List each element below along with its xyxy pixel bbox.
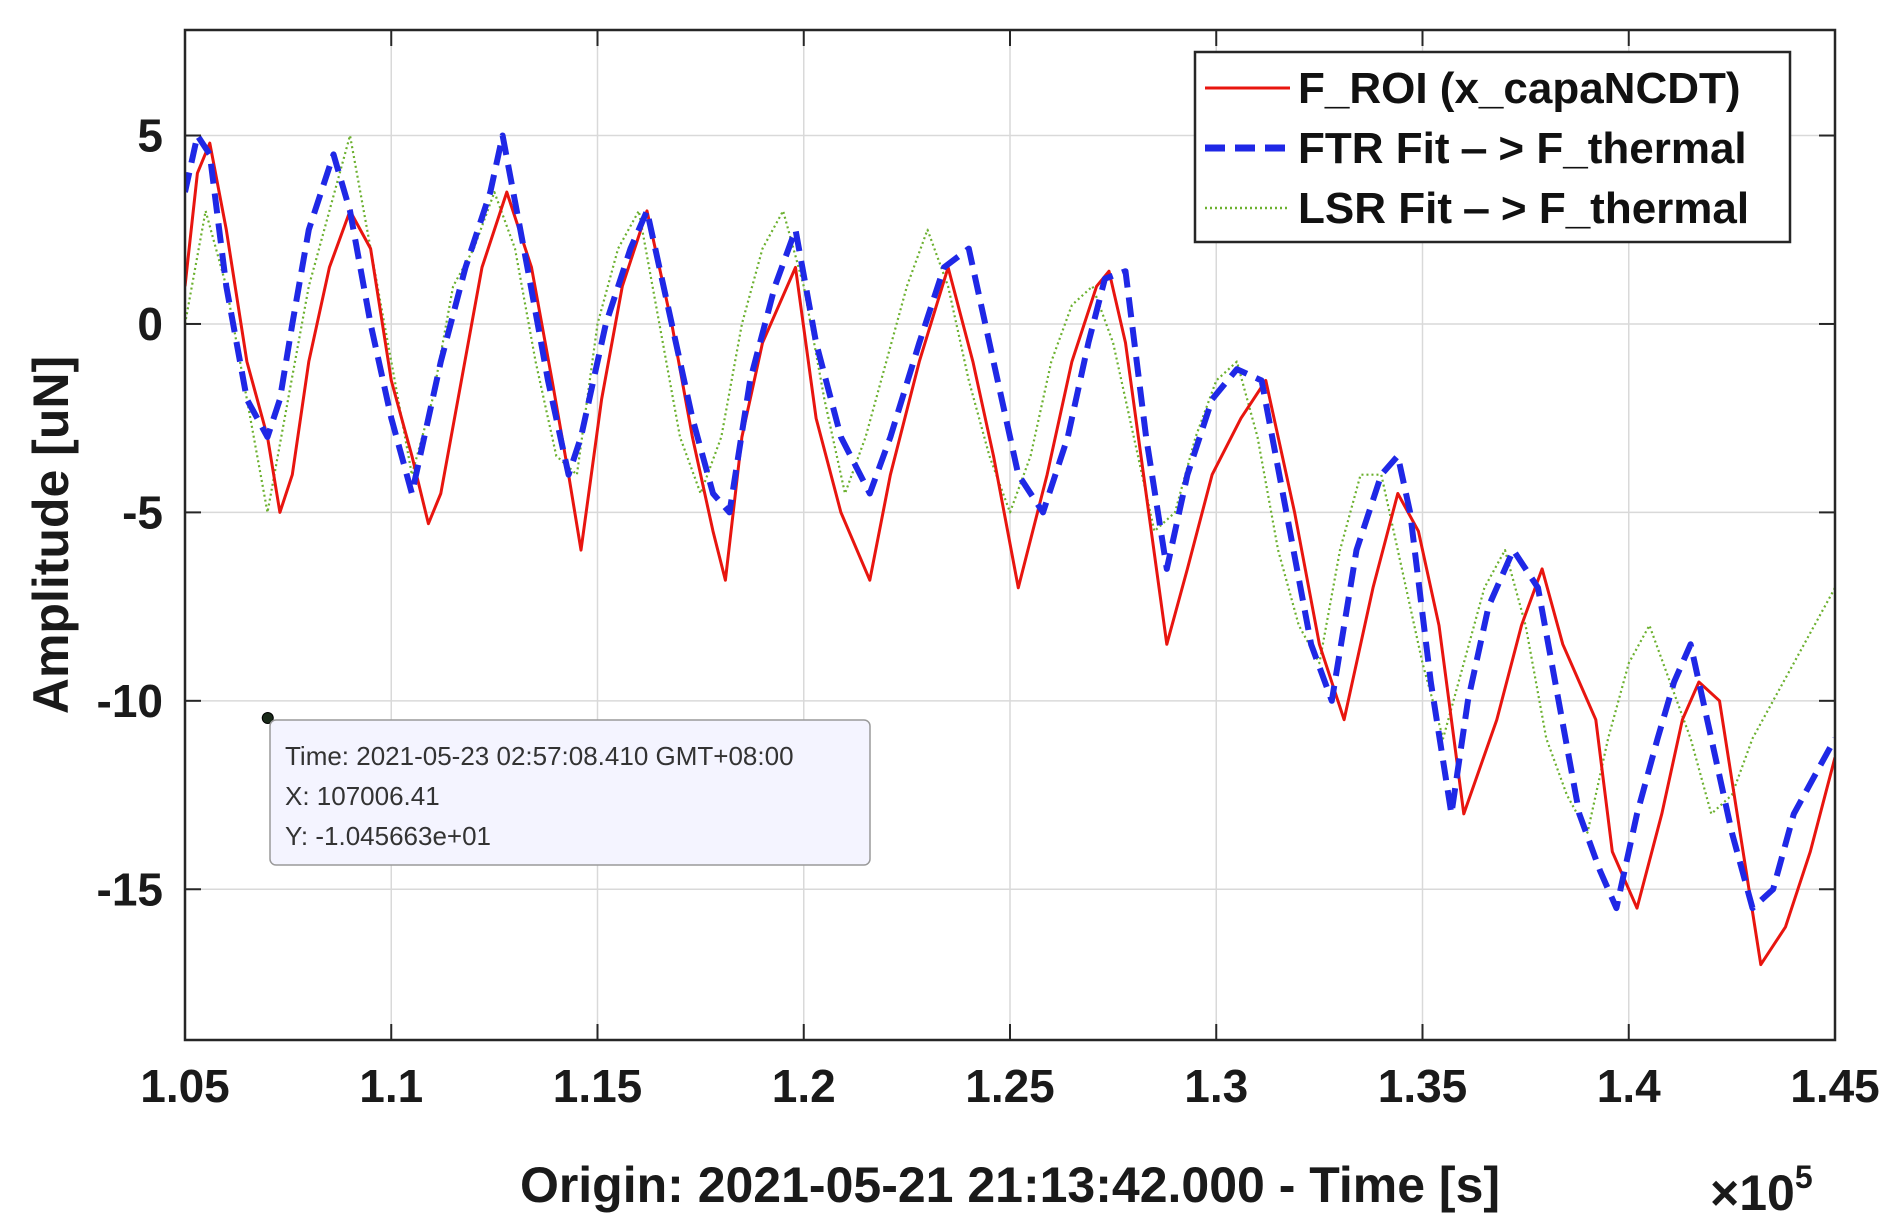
y-tick-label: 5 <box>137 110 163 162</box>
datatip[interactable]: Time: 2021-05-23 02:57:08.410 GMT+08:00 … <box>261 712 871 866</box>
x-tick-label: 1.35 <box>1378 1060 1468 1112</box>
legend-label-f-roi: F_ROI (x_capaNCDT) <box>1298 64 1741 113</box>
ticks: 1.05 1.1 1.15 1.2 1.25 1.3 1.35 1.4 1.45 5 0 -5 -10 -… <box>97 30 1880 1112</box>
datatip-x: X: 107006.41 <box>285 781 440 811</box>
datatip-box <box>269 719 871 866</box>
legend: F_ROI (x_capaNCDT) FTR Fit ‒ > F_thermal… <box>1193 50 1792 244</box>
series-line-2 <box>185 134 1835 834</box>
series-layer <box>185 132 1835 967</box>
datatip-y: Y: -1.045663e+01 <box>285 821 491 851</box>
y-tick-label: -15 <box>97 863 163 915</box>
legend-box <box>1193 50 1792 244</box>
y-axis-label: Amplitude [uN] <box>23 356 79 714</box>
series-group <box>185 132 1835 967</box>
x-tick-label: 1.2 <box>772 1060 836 1112</box>
datatip-time: Time: 2021-05-23 02:57:08.410 GMT+08:00 <box>285 741 794 771</box>
y-tick-label: 0 <box>137 298 163 350</box>
x-tick-label: 1.4 <box>1597 1060 1661 1112</box>
legend-label-lsr-fit: LSR Fit ‒ > F_thermal <box>1298 184 1749 233</box>
series-line-1 <box>185 132 1835 912</box>
legend-label-ftr-fit: FTR Fit ‒ > F_thermal <box>1298 124 1747 173</box>
x-axis-exponent: ×105 <box>1710 1159 1813 1216</box>
x-tick-label: 1.1 <box>359 1060 423 1112</box>
x-axis-label: Origin: 2021-05-21 21:13:42.000 - Time [… <box>520 1157 1500 1213</box>
y-tick-label: -5 <box>122 486 163 538</box>
y-tick-label: -10 <box>97 675 163 727</box>
x-axis-exponent-base: ×10 <box>1710 1165 1795 1216</box>
x-tick-label: 1.05 <box>140 1060 230 1112</box>
series-line-0 <box>185 141 1835 967</box>
datatip-marker[interactable] <box>261 712 274 725</box>
x-tick-label: 1.25 <box>965 1060 1055 1112</box>
x-axis-exponent-power: 5 <box>1795 1159 1813 1195</box>
x-tick-label: 1.15 <box>553 1060 643 1112</box>
x-tick-label: 1.3 <box>1184 1060 1248 1112</box>
x-tick-label: 1.45 <box>1790 1060 1880 1112</box>
